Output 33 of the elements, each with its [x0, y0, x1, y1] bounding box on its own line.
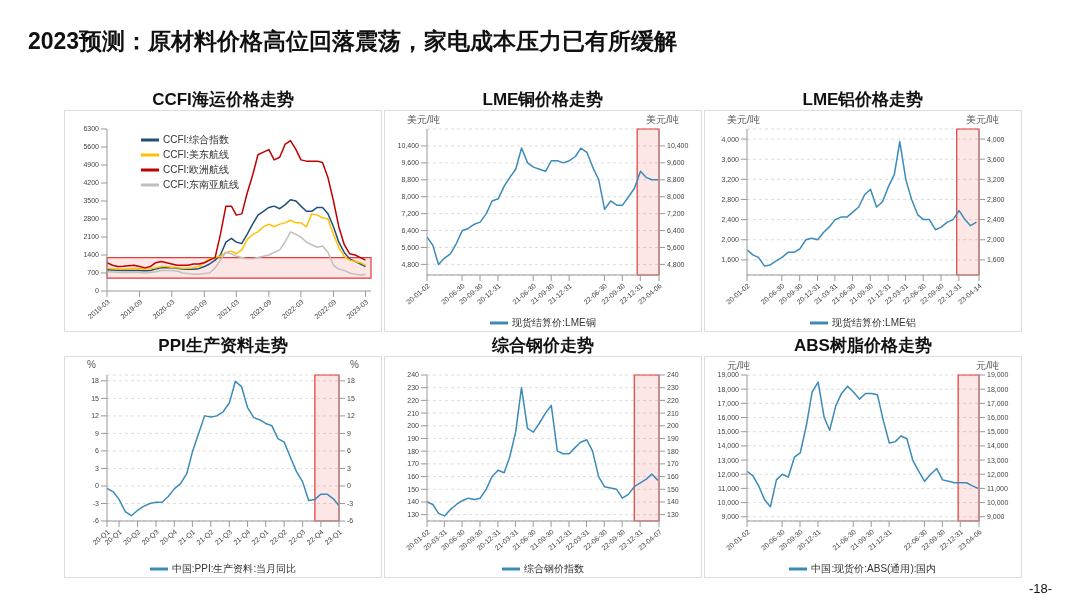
- chart-title: 综合钢价走势: [491, 335, 595, 356]
- y2-axis-title: %: [350, 359, 359, 370]
- text: 2023预测：原材料价格高位回落震荡，家电成本压力已有所缓解: [28, 27, 678, 56]
- legend-label: CCFI:综合指数: [163, 133, 230, 147]
- line-series: [427, 386, 659, 517]
- chart-title: LME铝价格走势: [801, 89, 925, 110]
- y2-axis-title: 元/吨: [976, 359, 999, 372]
- y2-axis-title: 美元/吨: [646, 113, 679, 127]
- y-axis-title: 元/吨: [727, 359, 750, 372]
- chart-title: ABS树脂价格走势: [793, 335, 933, 356]
- chart-title: CCFI海运价格走势: [151, 89, 295, 110]
- line-series: [107, 213, 367, 270]
- line-series: [107, 198, 367, 272]
- legend-label: 现货结算价:LME铜: [512, 316, 596, 330]
- y-axis-title: 美元/吨: [407, 113, 440, 127]
- legend-label: 综合钢价指数: [524, 562, 584, 576]
- legend-label: CCFI:欧洲航线: [163, 163, 230, 177]
- legend-label: CCFI:美东航线: [163, 148, 230, 162]
- line-series: [747, 140, 978, 267]
- y-axis-title: %: [87, 359, 96, 370]
- line-series: [107, 380, 339, 517]
- chart-title: LME铜价格走势: [481, 89, 605, 110]
- y-axis-title: 美元/吨: [727, 113, 760, 127]
- chart-title: PPI生产资料走势: [157, 335, 289, 356]
- line-series: [107, 231, 367, 276]
- legend-label: CCFI:东南亚航线: [163, 178, 240, 192]
- legend-label: 中国:PPI:生产资料:当月同比: [171, 562, 297, 576]
- line-series: [747, 381, 979, 508]
- text: -18-: [1028, 581, 1052, 596]
- legend-label: 现货结算价:LME铝: [832, 316, 916, 330]
- line-series: [427, 147, 659, 266]
- y2-axis-title: 美元/吨: [966, 113, 999, 127]
- legend-label: 中国:现货价:ABS(通用):国内: [811, 562, 937, 576]
